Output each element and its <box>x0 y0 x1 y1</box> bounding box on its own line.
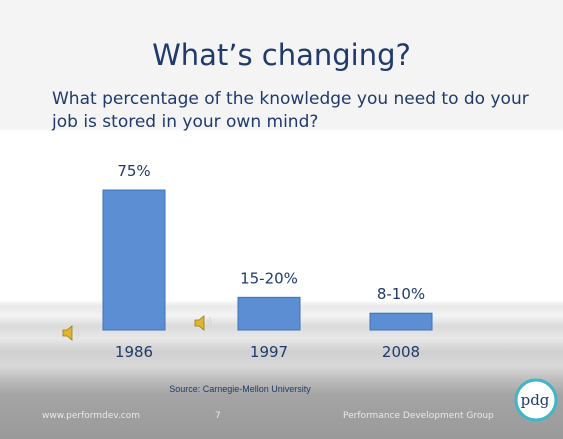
footer-organization: Performance Development Group <box>343 411 494 421</box>
chart-bar-1997 <box>237 296 301 331</box>
slide-question: What percentage of the knowledge you nee… <box>52 89 529 132</box>
svg-text:pdg: pdg <box>521 391 550 409</box>
category-label: 1997 <box>250 343 288 361</box>
speaker-sound-icon[interactable] <box>62 325 82 341</box>
chart-bar-2008 <box>369 312 433 331</box>
pdg-logo-icon: pdg <box>514 378 558 422</box>
footer-page-number: 7 <box>215 411 221 421</box>
source-note: Source: Carnegie-Mellon University <box>169 384 311 394</box>
bar-data-label: 75% <box>117 162 150 180</box>
category-label: 1986 <box>115 343 153 361</box>
bar-data-label: 8-10% <box>377 285 425 303</box>
category-label: 2008 <box>382 343 420 361</box>
chart-bar-1986 <box>102 189 166 331</box>
bar-data-label: 15-20% <box>240 269 298 287</box>
speaker-sound-icon[interactable] <box>194 315 214 331</box>
footer-website: www.performdev.com <box>42 411 141 421</box>
slide-title: What’s changing? <box>152 38 411 72</box>
